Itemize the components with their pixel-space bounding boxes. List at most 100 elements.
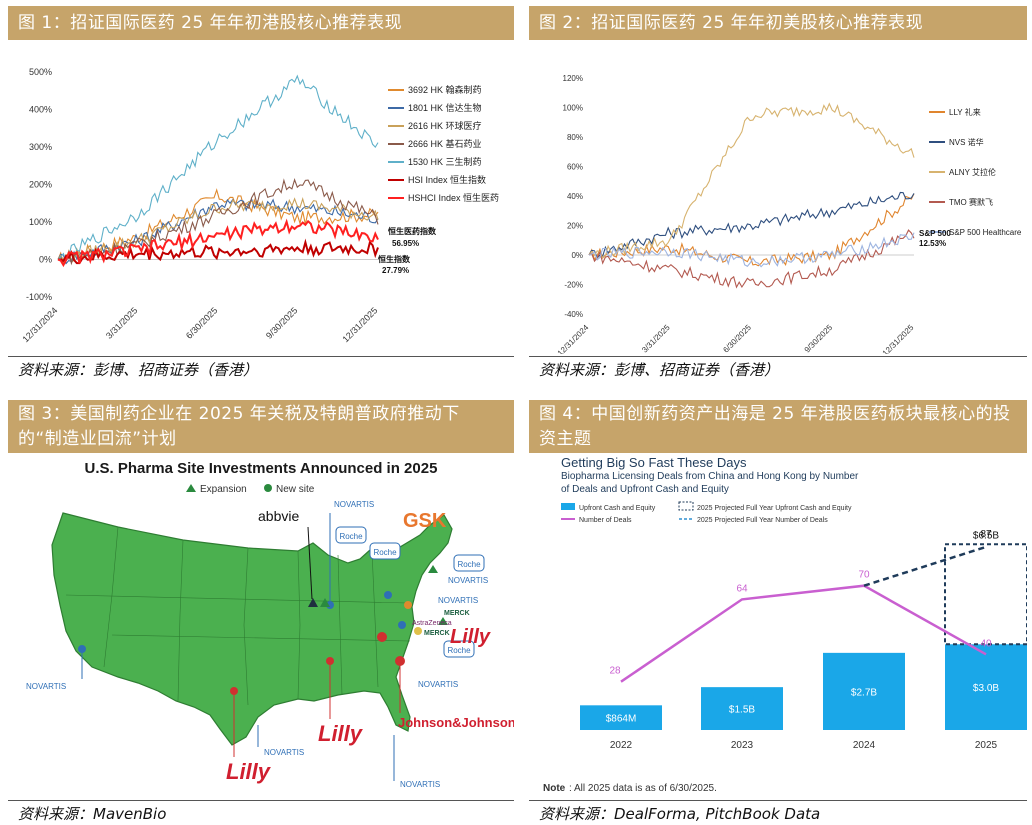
series-line: [58, 238, 379, 265]
us-map-land: [51, 512, 453, 746]
annotation-label: 恒生医药指数: [388, 226, 437, 236]
site-marker-expansion: [428, 565, 438, 573]
bar-value-label: $2.7B: [851, 687, 877, 698]
y-tick-label: 60%: [567, 163, 583, 172]
label-abbvie: abbvie: [258, 508, 299, 524]
site-marker-expansion: [438, 617, 448, 625]
y-tick-label: 400%: [29, 105, 52, 115]
legend-label: 2666 HK 基石药业: [408, 138, 482, 149]
figure-4: 图 4：中国创新药资产出海是 25 年港股医药板块最核心的投资主题 Gettin…: [529, 400, 1027, 825]
legend-label: LLY 礼来: [949, 107, 981, 117]
figure-3-source: 资料来源：MavenBio: [8, 800, 514, 824]
legend-label: S&P 500 Healthcare: [949, 228, 1022, 237]
label-merck: MERCK: [424, 630, 450, 637]
site-marker-new: [414, 627, 422, 635]
series-line: [588, 102, 915, 259]
y-tick-label: 80%: [567, 133, 583, 142]
site-marker-new: [230, 687, 238, 695]
figure-1: 图 1：招证国际医药 25 年年初港股核心推荐表现 500% 400% 300% 20…: [8, 6, 514, 380]
figure-2-chart: 120% 100% 80% 60% 40% 20% 0% -20% -40% 12/31/2024…: [556, 74, 1022, 354]
site-marker-expansion: [308, 598, 318, 607]
upfront-bar: [701, 687, 783, 730]
x-tick-label: 2022: [610, 740, 633, 751]
legend-expansion: Expansion: [200, 484, 247, 495]
y-tick-label: -20%: [564, 281, 583, 290]
figure-4-title: 图 4：中国创新药资产出海是 25 年港股医药板块最核心的投资主题: [529, 400, 1027, 453]
y-tick-label: 20%: [567, 222, 583, 231]
annotation-value: 27.79%: [382, 266, 409, 275]
x-tick-label: 6/30/2025: [721, 323, 753, 354]
legend-label: NVS 诺华: [949, 137, 984, 147]
series-line: [588, 232, 915, 268]
bar-value-label: $864M: [606, 714, 637, 725]
figure-3-map: U.S. Pharma Site Investments Announced i…: [8, 455, 514, 795]
bar-value-label: $3.0B: [973, 683, 999, 694]
legend-label: 3692 HK 翰森制药: [408, 84, 482, 95]
label-astrazeneca: AstraZeneca: [412, 620, 452, 627]
series-line: [588, 229, 915, 289]
site-marker-new: [384, 591, 392, 599]
projected-deals-line: [863, 545, 987, 587]
series-line: [57, 188, 379, 266]
y-tick-label: 500%: [29, 67, 52, 77]
y-tick-label: 40%: [567, 192, 583, 201]
site-marker-new: [395, 656, 405, 666]
map-title: U.S. Pharma Site Investments Announced i…: [85, 460, 438, 477]
x-tick-label: 3/31/2025: [640, 323, 672, 354]
leader-line: [307, 526, 313, 600]
label-lilly: Lilly: [318, 721, 364, 746]
chart4-subtitle: Biopharma Licensing Deals from China and…: [561, 471, 859, 495]
label-novartis: NOVARTIS: [26, 682, 66, 691]
legend-label: 2616 HK 环球医疗: [408, 120, 482, 131]
roche-badge: [369, 542, 401, 560]
legend-new-site: New site: [276, 484, 315, 495]
annotation-label: S&P 500: [919, 229, 951, 238]
new-site-legend-icon: [264, 484, 272, 492]
legend-projected-upfront-swatch: [678, 501, 694, 511]
expansion-legend-icon: [186, 484, 196, 492]
deals-line: [620, 584, 987, 683]
site-marker-expansion: [320, 598, 330, 607]
state-borders: [65, 526, 411, 706]
deals-value-label: 28: [609, 666, 621, 677]
y-tick-label: -100%: [26, 292, 52, 302]
label-novartis: NOVARTIS: [334, 500, 374, 509]
figure-3-title: 图 3：美国制药企业在 2025 年关税及特朗普政府推动下的“制造业回流”计划: [8, 400, 514, 453]
figure-2-source: 资料来源：彭博、招商证券（香港）: [529, 356, 1027, 380]
upfront-bar: [823, 652, 905, 730]
figure-1-chart: 500% 400% 300% 200% 100% 0% -100% 12/31/2024 3/3…: [20, 67, 499, 344]
series-line: [57, 74, 379, 263]
y-tick-label: 300%: [29, 142, 52, 152]
label-novartis: NOVARTIS: [264, 748, 304, 757]
x-tick-label: 9/30/2025: [803, 323, 835, 354]
figure-2: 图 2：招证国际医药 25 年年初美股核心推荐表现 120% 100% 80% 60%…: [529, 6, 1027, 380]
projected-deals-label: 87: [980, 529, 992, 540]
series-line: [57, 178, 379, 266]
figure-3: 图 3：美国制药企业在 2025 年关税及特朗普政府推动下的“制造业回流”计划 …: [8, 400, 514, 825]
legend-projected-upfront: 2025 Projected Full Year Upfront Cash an…: [697, 505, 852, 512]
legend-label: TMO 赛默飞: [949, 197, 993, 207]
label-roche: Roche: [339, 532, 363, 541]
legend-upfront: Upfront Cash and Equity: [579, 505, 656, 512]
legend-projected-deals: 2025 Projected Full Year Number of Deals: [697, 517, 828, 524]
label-novartis: NOVARTIS: [448, 576, 488, 585]
legend-upfront-swatch: [561, 503, 575, 510]
upfront-bar: [945, 644, 1027, 730]
projected-upfront-label: $6.5B: [973, 530, 999, 541]
legend-label: ALNY 艾拉伦: [949, 167, 996, 177]
projected-upfront-box: [944, 543, 1027, 646]
series-line: [57, 196, 379, 264]
legend-label: HSHCI Index 恒生医药: [408, 192, 499, 203]
site-marker-new: [398, 621, 406, 629]
x-tick-label: 2025: [975, 740, 998, 751]
annotation-label: 恒生指数: [378, 254, 411, 264]
y-tick-label: 120%: [563, 74, 583, 83]
y-tick-label: 0%: [571, 251, 583, 260]
chart4-title: Getting Big So Fast These Days: [561, 455, 747, 470]
site-marker-new: [377, 632, 387, 642]
label-merck: MERCK: [444, 610, 470, 617]
x-tick-label: 12/31/2025: [340, 305, 379, 344]
deals-value-label: 64: [736, 583, 748, 594]
y-tick-label: 100%: [29, 217, 52, 227]
roche-badge: [453, 554, 485, 572]
